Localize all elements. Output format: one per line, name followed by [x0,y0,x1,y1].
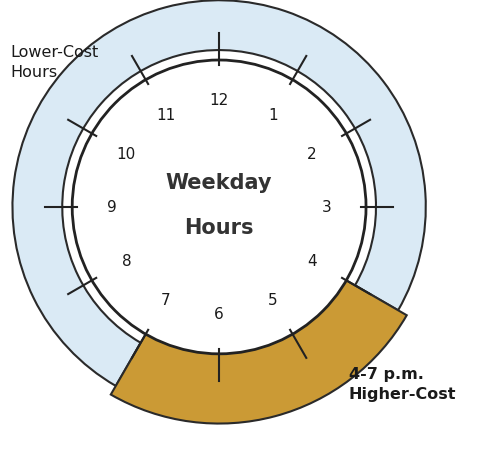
Text: 8: 8 [122,253,131,268]
Text: 3: 3 [321,200,331,215]
Text: Hours: Hours [184,218,254,238]
Circle shape [72,61,366,354]
Text: 5: 5 [268,293,277,308]
Text: 1: 1 [268,107,277,122]
Text: 7: 7 [161,293,170,308]
Text: 4: 4 [307,253,317,268]
Text: 2: 2 [307,147,317,161]
Text: Lower-Cost
Hours: Lower-Cost Hours [10,45,98,80]
Wedge shape [12,1,426,386]
Text: 6: 6 [214,307,224,322]
Text: 9: 9 [107,200,117,215]
Text: Weekday: Weekday [166,173,272,193]
Text: 12: 12 [210,93,229,108]
Text: 11: 11 [156,107,175,122]
Wedge shape [111,278,407,423]
Text: 4-7 p.m.
Higher-Cost: 4-7 p.m. Higher-Cost [349,366,456,400]
Text: 10: 10 [117,147,136,161]
